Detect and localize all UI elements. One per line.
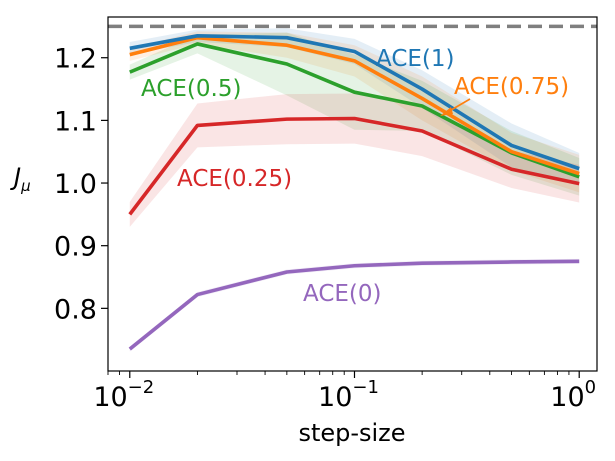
- x-tick-label-2: 100: [550, 377, 596, 413]
- band-series-3: [129, 93, 580, 227]
- annotation-3: ACE(0.25): [177, 166, 292, 192]
- series-annotations: ACE(1)ACE(0.75) ACE(0.5) ACE(0.25) ACE(0): [141, 46, 569, 307]
- y-tick-label-2: 1.0: [54, 169, 97, 200]
- annotation-2: ACE(0.5): [141, 76, 241, 102]
- y-axis-label-main: J: [10, 163, 21, 191]
- series-lines: [128, 33, 580, 351]
- x-tick-label-1: 10−1: [318, 377, 379, 413]
- series-line-1: [129, 35, 580, 176]
- x-axis-label: step-size: [298, 419, 405, 447]
- series-line-4: [128, 259, 580, 351]
- y-axis-ticks: 0.8 0.9 1.0 1.1 1.2: [54, 44, 108, 325]
- annotation-4: ACE(0): [303, 281, 382, 307]
- y-tick-label-1: 0.9: [54, 232, 97, 263]
- y-tick-label-0: 0.8: [54, 294, 97, 325]
- series-line-3: [128, 116, 580, 216]
- series-line-0: [129, 33, 580, 171]
- y-axis-label: Jμ: [10, 163, 31, 195]
- y-tick-label-4: 1.2: [54, 44, 97, 75]
- band-series-2: [129, 32, 580, 196]
- annotation-arrow-head: [440, 107, 453, 116]
- plot-frame: [107, 16, 598, 372]
- x-axis-ticks: 10−2 10−1 100: [93, 371, 596, 413]
- y-tick-label-3: 1.1: [54, 106, 97, 137]
- annotation-0: ACE(1): [376, 46, 455, 72]
- x-tick-label-0: 10−2: [93, 377, 154, 413]
- band-series-1: [129, 31, 580, 193]
- y-axis-label-subscript: μ: [20, 177, 31, 195]
- annotation-1: ACE(0.75): [454, 74, 569, 100]
